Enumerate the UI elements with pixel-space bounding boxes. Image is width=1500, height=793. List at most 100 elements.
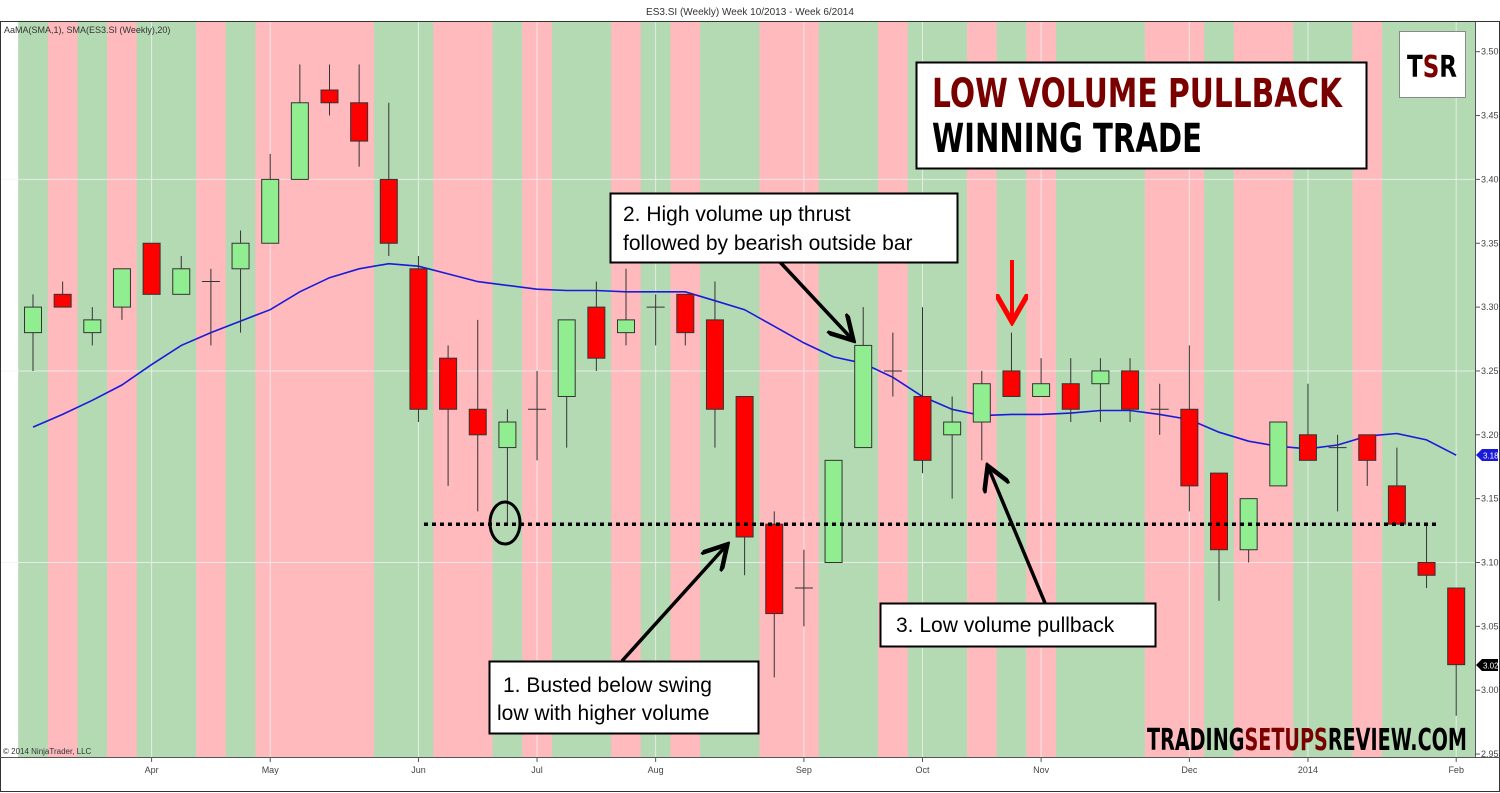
candle-down [379,178,398,244]
note1-line1: 1. Busted below swing [503,674,712,697]
close-price-tag: 3.02 [1476,659,1499,671]
x-tick-label: Nov [1033,765,1050,775]
x-tick-label: May [262,765,280,775]
sma-line-group [32,262,1457,456]
y-axis: 3.50 3.45 3.40 3.35 3.30 3.25 3.20 3.15 3.10 3.05… [1475,47,1499,759]
candle-down [1447,587,1466,666]
candle-down [1180,408,1199,487]
y-tick-label: 3.00 [1481,685,1499,695]
candle-down [53,293,72,308]
x-tick-label: Sep [796,765,812,775]
candle-up [112,268,131,308]
x-tick-label: Aug [648,765,664,775]
x-tick-label: Dec [1181,765,1198,775]
candle-up [1032,383,1051,397]
note3-box [879,602,1157,648]
arrow-note1 [620,547,725,663]
candle-down [1061,383,1080,410]
headline-line1: LOW VOLUME PULLBACK [932,71,1343,117]
candle-down [439,357,458,410]
note3-line1: 3. Low volume pullback [896,614,1115,637]
candle-up [972,383,991,423]
candle-up [617,319,635,334]
candle-down [1417,562,1436,576]
headline-box [915,61,1368,170]
background-band [18,22,49,757]
note2-line2: followed by bearish outside bar [623,232,913,255]
candle-up [261,178,280,244]
candle-up [498,421,517,449]
background-band [314,22,345,757]
background-band [818,22,849,757]
sma-line [32,262,1457,456]
watermark: TRADINGSETUPSREVIEW.COM [1147,723,1467,758]
candle-up [854,344,873,449]
x-axis: Apr May Jun Jul Aug Sep Oct Nov Dec 2014 Feb [145,757,1464,775]
candle-down [1358,434,1377,461]
candle-down [1121,370,1140,410]
sma-price-tag-text: 3.18 [1483,452,1499,461]
background-band [196,22,227,757]
candle-down [1002,370,1021,397]
sma-price-tag: 3.18 [1476,449,1499,461]
headline-line2: WINNING TRADE [932,116,1202,162]
background-band [225,22,256,757]
close-price-tag-text: 3.02 [1483,662,1499,671]
candle-up [231,242,250,270]
y-tick-label: 3.35 [1481,238,1499,248]
y-tick-label: 3.40 [1481,174,1499,184]
watermark-part1: TRADING [1147,723,1244,758]
x-tick-label: Oct [915,765,930,775]
swing-low-circle [488,500,522,546]
note2-box [609,192,959,264]
copyright-label: © 2014 NinjaTrader, LLC [3,747,92,756]
candle-down [705,319,724,410]
x-tick-label: Apr [145,765,159,775]
background-band [492,22,523,757]
watermark-part2: SETUPS [1244,723,1327,758]
candle-up [1269,421,1288,487]
candle-up [24,306,42,334]
candle-down [676,293,695,334]
y-tick-label: 3.50 [1481,47,1499,57]
indicator-label: AaMA(SMA,1), SMA(ES3.SI (Weekly),20) [4,25,170,35]
candle-down [913,395,932,461]
candle-down [320,89,339,104]
candle-down [765,523,784,615]
candle-down [1387,485,1406,525]
tsr-logo: TSR [1407,50,1457,85]
y-tick-label: 3.45 [1481,111,1499,121]
watermark-part3: REVIEW.COM [1328,723,1467,758]
candle-up [83,319,102,334]
y-tick-label: 3.10 [1481,558,1499,568]
candle-up [943,421,962,436]
y-tick-label: 2.95 [1481,749,1499,759]
candle-down [587,306,606,359]
candle-up [172,268,191,295]
note1-line2: low with higher volume [497,702,709,725]
tsr-logo-box [1399,31,1466,98]
candle-up [557,319,576,397]
candle-down [1298,434,1317,461]
arrow-note2 [778,260,851,338]
y-tick-label: 3.25 [1481,366,1499,376]
background-band [729,22,760,757]
background-band [611,22,642,757]
x-tick-label: 2014 [1298,765,1318,775]
background-band [670,22,701,757]
y-tick-label: 3.05 [1481,621,1499,631]
candle-down [142,242,161,295]
candle-up [1091,370,1110,385]
candle-up [290,102,309,180]
background-band [1411,22,1442,757]
y-tick-label: 3.15 [1481,494,1499,504]
candles [24,64,1466,716]
x-tick-label: Feb [1448,765,1464,775]
arrow-note3 [989,469,1047,604]
note2-line1: 2. High volume up thrust [623,203,851,226]
candle-up [824,459,843,563]
candle-down [468,408,487,436]
y-tick-label: 3.30 [1481,302,1499,312]
background-band [47,22,78,757]
background-band [166,22,197,757]
